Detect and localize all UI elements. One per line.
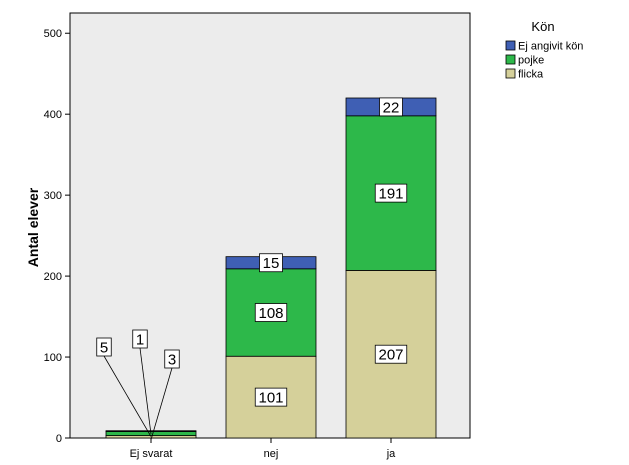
- legend-swatch: [505, 40, 516, 51]
- data-label-box: [96, 337, 112, 357]
- data-label-box: [379, 97, 403, 117]
- data-label-box: [132, 329, 148, 349]
- callout-leader-line: [139, 347, 152, 435]
- y-axis-title: Antal elever: [25, 187, 41, 267]
- y-tick-label: 400: [44, 109, 62, 121]
- data-label: 15: [263, 255, 280, 272]
- y-tick-label: 500: [44, 28, 62, 40]
- callout-leader-line: [103, 355, 152, 437]
- data-label: 108: [258, 305, 283, 322]
- data-label: 191: [378, 186, 403, 203]
- x-tick-label: Ej svarat: [130, 448, 173, 460]
- y-tick-label: 0: [56, 433, 62, 445]
- data-label-box: [254, 387, 288, 407]
- data-label: 207: [378, 347, 403, 364]
- y-tick-label: 200: [44, 271, 62, 283]
- data-label: 5: [100, 340, 108, 357]
- legend-entry-label: flicka: [518, 69, 544, 81]
- data-label: 22: [383, 99, 400, 116]
- callout-leader-line: [150, 367, 173, 440]
- legend-title: Kön: [531, 19, 554, 34]
- y-tick-label: 100: [44, 352, 62, 364]
- data-label-box: [164, 349, 180, 369]
- data-label: 3: [168, 352, 176, 369]
- data-label: 101: [258, 390, 283, 407]
- data-label-box: [374, 183, 408, 203]
- legend-entry-label: Ej angivit kön: [518, 41, 583, 53]
- legend-entry-label: pojke: [518, 55, 544, 67]
- x-tick-label: nej: [264, 448, 279, 460]
- y-tick-label: 300: [44, 190, 62, 202]
- legend-swatch: [505, 54, 516, 65]
- legend-swatch: [505, 68, 516, 79]
- data-label-box: [374, 344, 408, 364]
- data-label: 1: [136, 332, 144, 349]
- data-label-box: [254, 303, 288, 322]
- data-label-box: [259, 253, 283, 273]
- x-tick-label: ja: [386, 448, 396, 460]
